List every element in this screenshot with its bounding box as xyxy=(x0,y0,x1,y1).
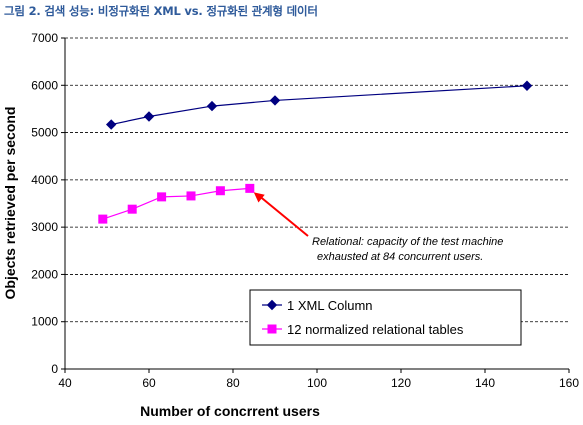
annotation-line-2: exhausted at 84 concurrent users. xyxy=(317,251,483,263)
legend-box xyxy=(249,289,522,346)
relational-data-point xyxy=(186,191,196,201)
xml-data-point xyxy=(143,111,155,122)
x-tick-label: 60 xyxy=(142,376,156,390)
annotation-arrowhead xyxy=(253,192,265,203)
axes xyxy=(61,37,570,373)
x-tick-label: 40 xyxy=(58,376,72,390)
x-tick-labels: 40 60 80 100 120 140 160 xyxy=(58,376,579,390)
xml-data-point xyxy=(269,95,281,106)
y-tick-labels: 0 1000 2000 3000 4000 5000 6000 7000 xyxy=(31,31,58,376)
y-tick-label: 2000 xyxy=(31,267,58,281)
relational-data-point xyxy=(127,204,137,214)
y-tick-label: 1000 xyxy=(31,315,58,329)
x-axis-label: Number of concrrent users xyxy=(140,403,320,419)
x-tick-label: 100 xyxy=(307,376,327,390)
relational-data-point xyxy=(98,214,108,224)
x-tick-label: 80 xyxy=(226,376,240,390)
xml-series-line xyxy=(111,85,528,126)
relational-data-point xyxy=(215,186,225,196)
legend-swatch-marker xyxy=(266,299,278,311)
figure-title: 그림 2. 검색 성능: 비정규화된 XML vs. 정규화된 관계형 데이터 xyxy=(4,4,318,18)
x-tick-label: 140 xyxy=(475,376,495,390)
annotation-arrow-line xyxy=(259,195,309,237)
y-tick-label: 5000 xyxy=(31,126,58,140)
relational-data-point xyxy=(245,183,255,193)
xml-data-point xyxy=(105,119,117,130)
series-layer xyxy=(98,80,533,224)
y-tick-label: 0 xyxy=(51,362,58,376)
legend-label-xml: 1 XML Column xyxy=(287,298,373,313)
y-tick-label: 6000 xyxy=(31,78,58,92)
relational-series-line xyxy=(102,187,250,220)
legend-label-relational: 12 normalized relational tables xyxy=(287,322,464,337)
y-tick-label: 7000 xyxy=(31,31,58,45)
xml-data-point xyxy=(521,80,533,91)
x-tick-label: 160 xyxy=(559,376,579,390)
annotation: Relational: capacity of the test machine… xyxy=(253,192,503,263)
annotation-line-1: Relational: capacity of the test machine xyxy=(312,236,503,248)
x-tick-label: 120 xyxy=(391,376,411,390)
legend-swatch-marker xyxy=(267,324,277,334)
y-axis-label: Objects retrieved per second xyxy=(2,107,18,300)
y-tick-label: 4000 xyxy=(31,173,58,187)
grid-lines xyxy=(65,37,569,323)
legend: 1 XML Column 12 normalized relational ta… xyxy=(249,289,522,346)
relational-data-point xyxy=(157,192,167,202)
y-tick-label: 3000 xyxy=(31,220,58,234)
xml-data-point xyxy=(206,100,218,112)
